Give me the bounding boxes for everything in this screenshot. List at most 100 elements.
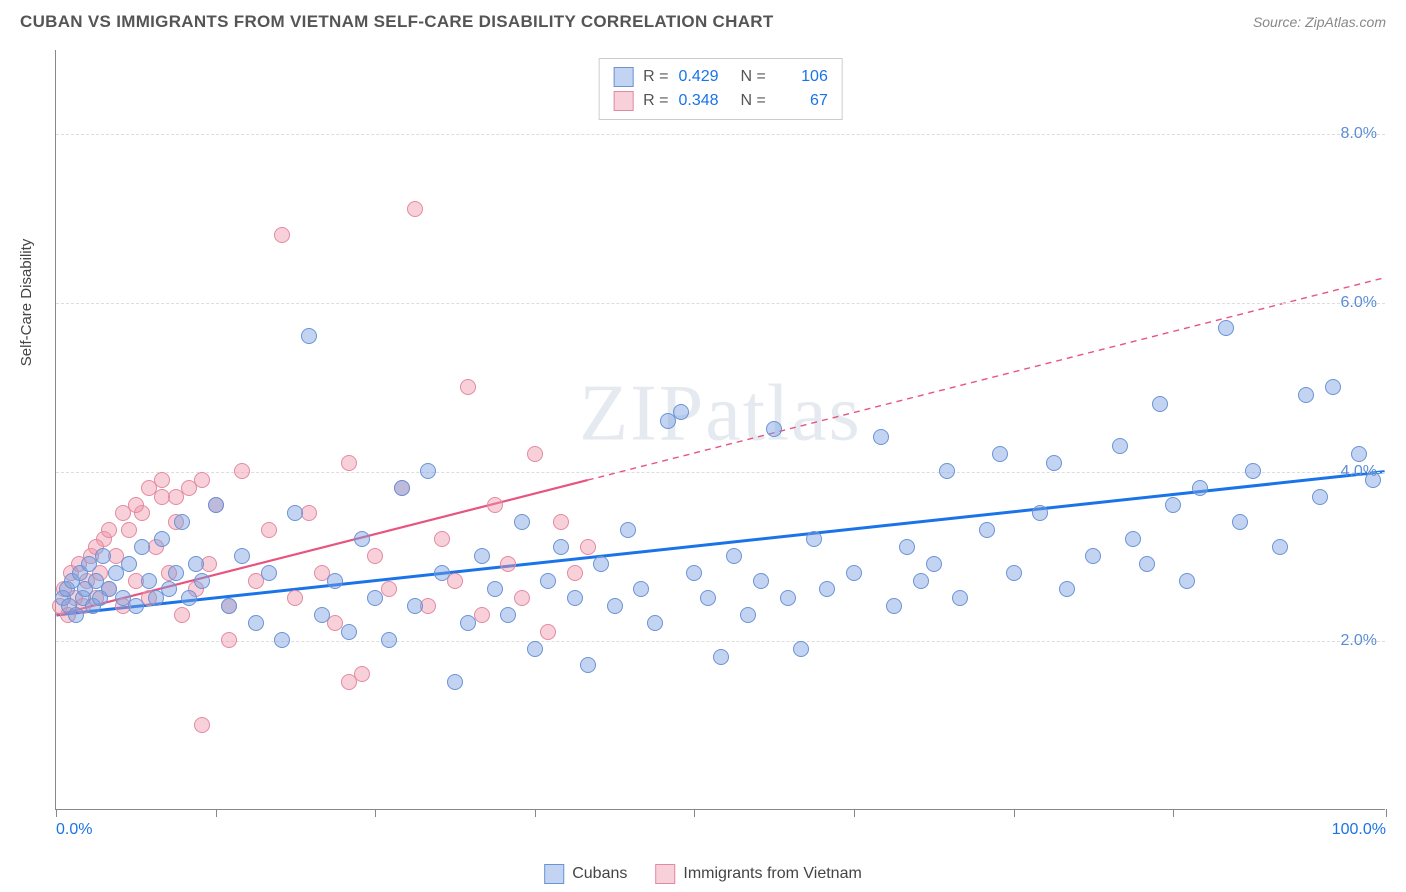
scatter-point-cuban (1218, 320, 1234, 336)
scatter-point-cuban (221, 598, 237, 614)
scatter-point-cuban (460, 615, 476, 631)
scatter-point-cuban (68, 607, 84, 623)
scatter-point-vietnam (221, 632, 237, 648)
scatter-point-vietnam (527, 446, 543, 462)
y-tick-label: 2.0% (1341, 632, 1377, 650)
scatter-point-cuban (95, 548, 111, 564)
scatter-point-cuban (1312, 489, 1328, 505)
scatter-point-cuban (407, 598, 423, 614)
scatter-point-cuban (846, 565, 862, 581)
scatter-point-cuban (168, 565, 184, 581)
scatter-point-cuban (540, 573, 556, 589)
scatter-point-vietnam (567, 565, 583, 581)
scatter-point-vietnam (487, 497, 503, 513)
scatter-point-vietnam (553, 514, 569, 530)
scatter-point-cuban (700, 590, 716, 606)
scatter-point-cuban (327, 573, 343, 589)
gridline (56, 472, 1385, 473)
scatter-point-cuban (1179, 573, 1195, 589)
scatter-point-cuban (1139, 556, 1155, 572)
scatter-point-cuban (354, 531, 370, 547)
scatter-point-cuban (939, 463, 955, 479)
scatter-point-cuban (394, 480, 410, 496)
scatter-point-vietnam (115, 505, 131, 521)
scatter-point-vietnam (121, 522, 137, 538)
scatter-point-vietnam (174, 607, 190, 623)
scatter-point-cuban (780, 590, 796, 606)
scatter-point-cuban (740, 607, 756, 623)
scatter-point-vietnam (447, 573, 463, 589)
scatter-point-vietnam (274, 227, 290, 243)
scatter-point-cuban (1046, 455, 1062, 471)
scatter-point-cuban (1006, 565, 1022, 581)
scatter-point-cuban (161, 581, 177, 597)
scatter-point-cuban (487, 581, 503, 597)
legend-r-label: R = (643, 92, 668, 110)
scatter-point-cuban (673, 404, 689, 420)
x-tick (1014, 809, 1015, 817)
scatter-point-cuban (1325, 379, 1341, 395)
legend-series-item: Immigrants from Vietnam (655, 864, 861, 884)
scatter-point-vietnam (514, 590, 530, 606)
scatter-point-cuban (447, 674, 463, 690)
scatter-point-vietnam (168, 489, 184, 505)
scatter-point-cuban (926, 556, 942, 572)
x-tick (1173, 809, 1174, 817)
legend-swatch (613, 67, 633, 87)
x-tick (535, 809, 536, 817)
scatter-point-cuban (248, 615, 264, 631)
scatter-point-vietnam (341, 674, 357, 690)
legend-stat-row: R = 0.348N = 67 (613, 89, 828, 113)
scatter-point-cuban (527, 641, 543, 657)
legend-series-label: Cubans (572, 865, 627, 883)
scatter-point-cuban (899, 539, 915, 555)
scatter-point-cuban (913, 573, 929, 589)
scatter-point-cuban (420, 463, 436, 479)
scatter-point-cuban (274, 632, 290, 648)
scatter-point-cuban (873, 429, 889, 445)
legend-n-value: 67 (776, 92, 828, 110)
scatter-point-cuban (647, 615, 663, 631)
chart-plot-area: ZIPatlas R = 0.429N = 106R = 0.348N = 67… (55, 50, 1385, 810)
x-tick (1386, 809, 1387, 817)
scatter-point-cuban (553, 539, 569, 555)
scatter-point-cuban (174, 514, 190, 530)
scatter-point-cuban (301, 328, 317, 344)
legend-series-label: Immigrants from Vietnam (683, 865, 861, 883)
scatter-point-vietnam (101, 522, 117, 538)
x-tick (694, 809, 695, 817)
legend-n-value: 106 (776, 68, 828, 86)
scatter-point-cuban (620, 522, 636, 538)
x-tick (56, 809, 57, 817)
scatter-point-vietnam (540, 624, 556, 640)
scatter-point-cuban (261, 565, 277, 581)
scatter-point-cuban (806, 531, 822, 547)
scatter-point-cuban (1232, 514, 1248, 530)
legend-r-value: 0.429 (679, 68, 731, 86)
scatter-point-cuban (1365, 472, 1381, 488)
scatter-point-cuban (580, 657, 596, 673)
x-tick (854, 809, 855, 817)
scatter-point-cuban (726, 548, 742, 564)
scatter-point-cuban (121, 556, 137, 572)
scatter-point-vietnam (194, 472, 210, 488)
scatter-point-cuban (500, 607, 516, 623)
scatter-point-cuban (287, 505, 303, 521)
scatter-point-cuban (1085, 548, 1101, 564)
x-tick-label: 0.0% (56, 821, 92, 839)
scatter-point-cuban (593, 556, 609, 572)
trend-lines-layer (56, 50, 1385, 809)
scatter-point-cuban (1152, 396, 1168, 412)
scatter-point-vietnam (367, 548, 383, 564)
scatter-point-cuban (979, 522, 995, 538)
scatter-point-cuban (194, 573, 210, 589)
scatter-point-vietnam (580, 539, 596, 555)
scatter-point-vietnam (341, 455, 357, 471)
scatter-point-cuban (434, 565, 450, 581)
scatter-point-cuban (686, 565, 702, 581)
scatter-point-vietnam (154, 472, 170, 488)
scatter-point-cuban (1125, 531, 1141, 547)
legend-swatch (613, 91, 633, 111)
scatter-point-vietnam (460, 379, 476, 395)
legend-n-label: N = (741, 68, 766, 86)
